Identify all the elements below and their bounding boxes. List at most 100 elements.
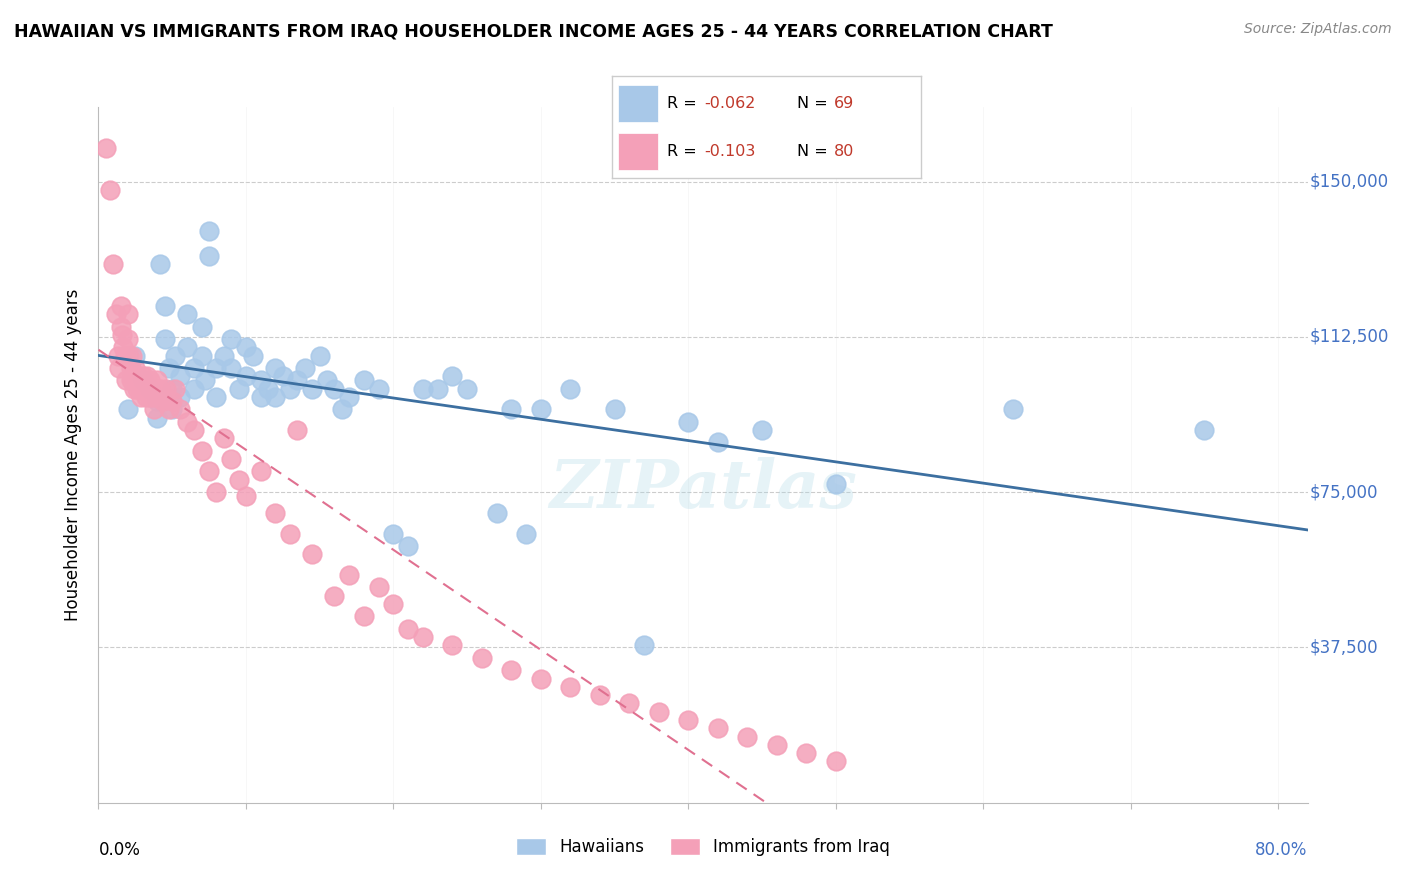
Text: 80: 80 <box>834 145 855 160</box>
Point <box>1001 402 1024 417</box>
Point <box>124 373 146 387</box>
Point <box>107 349 129 363</box>
Point <box>157 402 180 417</box>
Point <box>143 402 166 417</box>
Point <box>118 349 141 363</box>
Point <box>165 349 187 363</box>
Point <box>235 489 257 503</box>
Text: -0.062: -0.062 <box>704 96 756 111</box>
Point <box>128 382 150 396</box>
Point <box>441 639 464 653</box>
Text: $37,500: $37,500 <box>1310 639 1379 657</box>
Point <box>108 361 131 376</box>
Point <box>426 382 449 396</box>
Point <box>278 382 301 396</box>
Point <box>678 415 700 429</box>
Point <box>212 349 235 363</box>
Text: 80.0%: 80.0% <box>1256 841 1308 859</box>
Point <box>124 361 146 376</box>
Point <box>367 382 389 396</box>
Point <box>323 589 346 603</box>
Point <box>633 639 655 653</box>
Point <box>294 361 316 376</box>
Point <box>138 382 160 396</box>
Point <box>155 382 177 396</box>
Point <box>160 382 183 396</box>
Point <box>110 299 132 313</box>
Point <box>382 597 405 611</box>
Point <box>165 382 187 396</box>
Point <box>176 340 198 354</box>
Point <box>198 465 221 479</box>
Point <box>337 390 360 404</box>
Point <box>135 390 157 404</box>
Point <box>146 394 169 409</box>
Point <box>121 349 143 363</box>
Point <box>353 373 375 387</box>
Point <box>678 713 700 727</box>
Text: 69: 69 <box>834 96 855 111</box>
Point <box>471 651 494 665</box>
Point <box>1194 423 1216 437</box>
Point <box>194 373 217 387</box>
Point <box>765 738 787 752</box>
Text: -0.103: -0.103 <box>704 145 756 160</box>
FancyBboxPatch shape <box>617 133 658 170</box>
Point <box>198 249 221 263</box>
Point <box>271 369 294 384</box>
Point <box>149 257 172 271</box>
Point <box>94 141 117 155</box>
Point <box>183 361 205 376</box>
Point <box>105 307 128 321</box>
Point <box>160 394 183 409</box>
Point <box>115 373 138 387</box>
Text: Source: ZipAtlas.com: Source: ZipAtlas.com <box>1244 22 1392 37</box>
Point <box>127 369 149 384</box>
Point <box>412 630 434 644</box>
Point <box>146 410 169 425</box>
Point <box>117 307 139 321</box>
Point <box>257 382 280 396</box>
Point <box>824 755 846 769</box>
Text: R =: R = <box>668 145 702 160</box>
Point <box>751 423 773 437</box>
Point <box>120 373 142 387</box>
Point <box>129 390 152 404</box>
Point <box>169 369 191 384</box>
Point <box>183 382 205 396</box>
Point <box>205 390 228 404</box>
Text: R =: R = <box>668 96 702 111</box>
Text: N =: N = <box>797 145 834 160</box>
Point <box>101 257 124 271</box>
Point <box>308 349 330 363</box>
Point <box>228 473 250 487</box>
Point <box>264 506 287 520</box>
Point <box>316 373 339 387</box>
Point <box>249 390 271 404</box>
Point <box>98 183 121 197</box>
Point <box>706 435 728 450</box>
Point <box>219 332 242 346</box>
Legend: Hawaiians, Immigrants from Iraq: Hawaiians, Immigrants from Iraq <box>508 830 898 864</box>
Point <box>160 402 183 417</box>
Point <box>139 390 162 404</box>
Text: ZIPatlas: ZIPatlas <box>550 458 856 522</box>
Point <box>112 340 135 354</box>
Point <box>249 465 271 479</box>
Point <box>219 361 242 376</box>
Point <box>735 730 758 744</box>
Point <box>396 539 419 553</box>
Point <box>205 361 228 376</box>
Point <box>114 349 136 363</box>
Point <box>287 423 309 437</box>
Point <box>136 369 159 384</box>
Y-axis label: Householder Income Ages 25 - 44 years: Householder Income Ages 25 - 44 years <box>65 289 83 621</box>
Point <box>330 402 353 417</box>
Point <box>117 402 139 417</box>
Point <box>619 697 641 711</box>
Point <box>249 373 271 387</box>
Point <box>152 394 174 409</box>
Text: N =: N = <box>797 96 834 111</box>
Point <box>169 402 191 417</box>
Point <box>367 581 389 595</box>
